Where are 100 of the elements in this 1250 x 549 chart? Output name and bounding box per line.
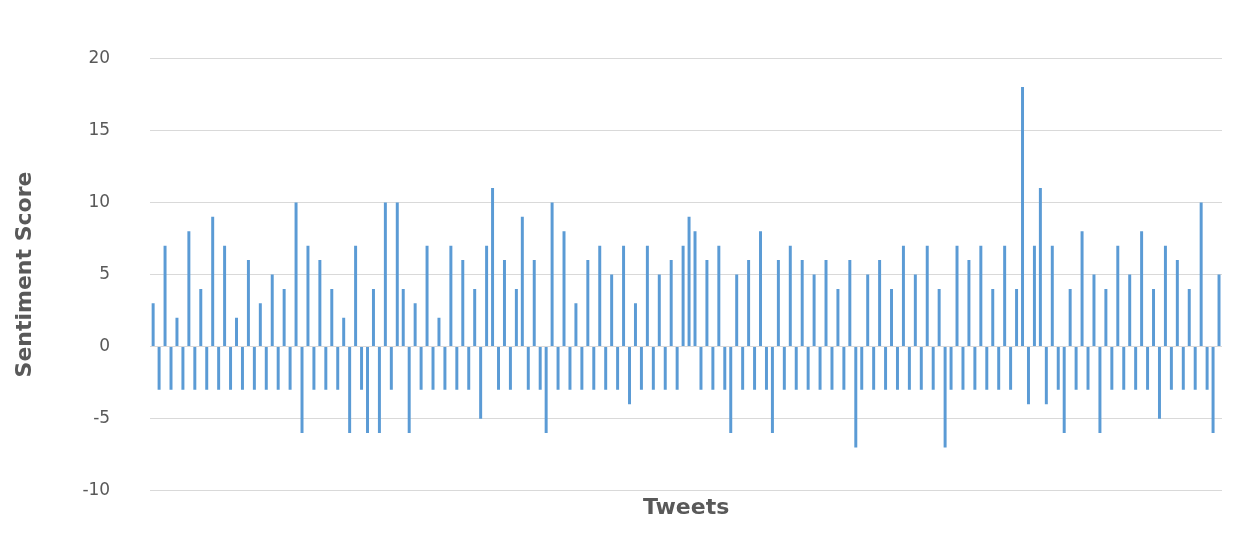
bar (1062, 347, 1066, 434)
bar (187, 231, 191, 347)
bar (1152, 288, 1156, 347)
bar (1074, 347, 1078, 390)
bar (1199, 202, 1203, 347)
bar (1009, 347, 1013, 390)
bar (776, 260, 780, 347)
bar (848, 260, 852, 347)
bar (324, 347, 328, 390)
bar (633, 303, 637, 347)
bar (824, 260, 828, 347)
bar (1134, 347, 1138, 390)
bar (800, 260, 804, 347)
bar (1015, 288, 1019, 347)
bar (354, 245, 358, 347)
bar (520, 216, 524, 347)
bar (1021, 87, 1025, 347)
bar (830, 347, 834, 390)
bar (1169, 347, 1173, 390)
bar (1157, 347, 1161, 419)
bar (711, 347, 715, 390)
bar (639, 347, 643, 390)
bar (413, 303, 417, 347)
bar (330, 288, 334, 347)
bar (282, 288, 286, 347)
bar (651, 347, 655, 390)
bar (181, 347, 185, 390)
bar (199, 288, 203, 347)
bar (866, 274, 870, 347)
bar (163, 245, 167, 347)
bar (318, 260, 322, 347)
bar (157, 347, 161, 390)
bar (759, 231, 763, 347)
bar (348, 347, 352, 434)
bar (508, 347, 512, 390)
bar (443, 347, 447, 390)
bar (890, 288, 894, 347)
bar (705, 260, 709, 347)
bar (419, 347, 423, 390)
bar (788, 245, 792, 347)
bar (342, 317, 346, 347)
bar (437, 317, 441, 347)
bar (663, 347, 667, 390)
bar (872, 347, 876, 390)
bar (687, 216, 691, 347)
bar (901, 245, 905, 347)
bar (544, 347, 548, 434)
bar (943, 347, 947, 448)
bar (616, 347, 620, 390)
bar (389, 347, 393, 390)
bar (812, 274, 816, 347)
bar (878, 260, 882, 347)
bar (895, 347, 899, 390)
bar (306, 245, 310, 347)
y-tick-label: 15 (88, 118, 111, 139)
bar (693, 231, 697, 347)
bar (1092, 274, 1096, 347)
bar (1110, 347, 1114, 390)
bar (175, 317, 179, 347)
bar (753, 347, 757, 390)
bar (1163, 245, 1167, 347)
y-tick-label: 5 (99, 262, 111, 283)
bar (1116, 245, 1120, 347)
bar (997, 347, 1001, 390)
bar (723, 347, 727, 390)
y-tick-label: -10 (82, 479, 111, 500)
bar (782, 347, 786, 390)
bar (770, 347, 774, 434)
bar (151, 303, 155, 347)
bar (967, 260, 971, 347)
bar (1026, 347, 1030, 405)
bar (1205, 347, 1209, 390)
bar (211, 216, 215, 347)
bar (425, 245, 429, 347)
bar (1211, 347, 1215, 434)
bar (246, 260, 250, 347)
bar (675, 347, 679, 390)
bar (973, 347, 977, 390)
bar (628, 347, 631, 405)
bar (741, 347, 745, 390)
bar (907, 347, 911, 390)
bar (538, 347, 542, 390)
bar (1140, 231, 1144, 347)
y-tick-label: 0 (99, 335, 111, 356)
bar (1056, 347, 1060, 390)
bar (1217, 274, 1221, 347)
bar (366, 347, 369, 434)
bar (229, 347, 233, 390)
bar (395, 202, 399, 347)
bar (991, 288, 995, 347)
bar (562, 231, 566, 347)
bar (806, 347, 810, 390)
bar (312, 347, 316, 390)
bar (657, 274, 661, 347)
y-tick-label: -5 (93, 407, 111, 428)
bar (717, 245, 721, 347)
bar (1181, 347, 1185, 390)
bar (604, 347, 608, 390)
bar (979, 245, 983, 347)
y-tick-label: 20 (88, 46, 111, 67)
